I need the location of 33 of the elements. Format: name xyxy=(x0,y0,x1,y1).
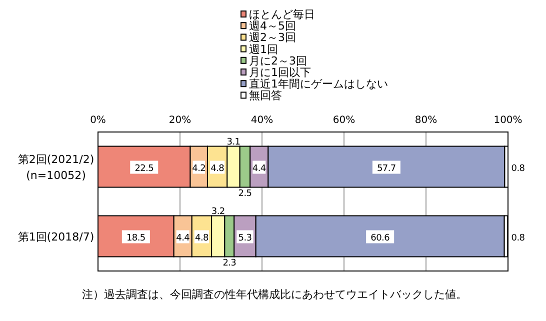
data-label: 57.7 xyxy=(377,164,396,174)
legend-label: 無回答 xyxy=(249,89,282,102)
data-label: 2.3 xyxy=(222,258,236,268)
y-tick-label: 第2回(2021/2) (n=10052) xyxy=(18,152,94,182)
legend-label: ほとんど毎日 xyxy=(249,8,315,21)
data-label: 18.5 xyxy=(126,233,146,244)
x-tick-label: 40% xyxy=(250,115,274,126)
legend-label: 月に2～3回 xyxy=(249,54,307,68)
legend-label: 週4～5回 xyxy=(249,20,296,33)
x-tick-label: 80% xyxy=(414,115,438,126)
x-tick-label: 0% xyxy=(90,115,106,126)
x-tick-label: 100% xyxy=(494,115,522,126)
data-label: 3.2 xyxy=(211,206,225,217)
data-label: 22.5 xyxy=(134,164,154,174)
data-label: 0.8 xyxy=(511,233,526,244)
text: 注）過去調査は、今回調査の性年代構成比にあわせてウエイトバックした値。 xyxy=(82,288,467,301)
data-label: 4.2 xyxy=(192,164,206,174)
data-label: 2.5 xyxy=(238,188,252,199)
data-label: 3.1 xyxy=(226,137,240,148)
legend-label: 月に1回以下 xyxy=(249,66,311,79)
data-label: 5.3 xyxy=(238,233,252,244)
data-label: 4.8 xyxy=(210,164,225,174)
data-label: 4.8 xyxy=(195,233,210,244)
data-label: 4.4 xyxy=(176,233,190,244)
legend-label: 週2～3回 xyxy=(249,31,296,44)
data-label: 60.6 xyxy=(370,233,390,244)
data-label: 0.8 xyxy=(511,164,526,174)
data-label: 4.4 xyxy=(252,164,266,174)
y-tick-label: 第1回(2018/7) xyxy=(18,230,94,244)
x-tick-label: 20% xyxy=(168,115,192,126)
legend-label: 週1回 xyxy=(249,42,278,56)
x-tick-label: 60% xyxy=(332,115,356,126)
legend-label: 直近1年間にゲームはしない xyxy=(249,78,388,91)
